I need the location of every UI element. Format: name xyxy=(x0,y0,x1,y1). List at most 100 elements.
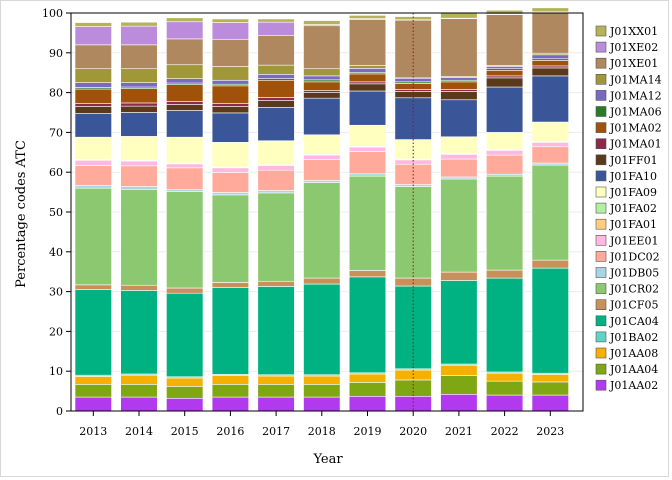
bar-segment-j01cr02-2021 xyxy=(440,178,478,273)
bar-segment-j01aa04-2022 xyxy=(485,380,524,396)
legend-item-j01xe01: J01XE01 xyxy=(595,57,658,70)
bar-segment-j01ff01-2023 xyxy=(531,67,569,77)
bar-stack-2022 xyxy=(485,9,524,412)
bar-segment-j01fa09-2022 xyxy=(485,132,524,150)
bar-segment-j01ma14-2017 xyxy=(257,64,295,75)
bar-segment-j01ee01-2015 xyxy=(166,163,204,169)
bar-segment-j01ff01-2015 xyxy=(166,104,204,111)
bar-segment-j01fa10-2018 xyxy=(303,97,341,136)
legend-item-j01ma12: J01MA12 xyxy=(595,89,662,102)
legend-label: J01MA02 xyxy=(609,122,662,135)
bar-segment-j01fa10-2014 xyxy=(120,112,158,137)
y-tick-label: 80 xyxy=(49,87,63,100)
bar-segment-j01aa08-2013 xyxy=(74,376,112,385)
bar-segment-j01ma01-2015 xyxy=(166,101,204,105)
bar-segment-j01cr02-2019 xyxy=(348,175,387,271)
bar-segment-j01xe01-2015 xyxy=(166,38,204,66)
bar-segment-j01ma01-2013 xyxy=(74,103,112,107)
bar-segment-j01fa09-2019 xyxy=(348,124,387,147)
bar-segment-j01dc02-2017 xyxy=(257,169,295,191)
bar-segment-j01ma02-2022 xyxy=(485,70,524,77)
bar-segment-j01fa10-2013 xyxy=(74,112,112,138)
bar-segment-j01aa04-2016 xyxy=(211,384,250,398)
bar-segment-j01xe01-2019 xyxy=(348,19,387,66)
bar-segment-j01dc02-2014 xyxy=(120,165,158,187)
legend-item-j01aa08: J01AA08 xyxy=(595,347,658,360)
bar-segment-j01xe01-2018 xyxy=(303,25,341,70)
bar-stack-2013 xyxy=(74,22,112,412)
bar-segment-j01xx01-2015 xyxy=(166,17,204,23)
legend-item-j01ma06: J01MA06 xyxy=(595,106,662,119)
bar-segment-j01ma14-2014 xyxy=(120,68,158,83)
y-tick-label: 90 xyxy=(49,47,63,60)
x-tick-label-2019: 2019 xyxy=(354,425,382,438)
bar-segment-j01xx01-2019 xyxy=(348,15,387,19)
bar-segment-j01dc02-2015 xyxy=(166,167,204,191)
bar-segment-j01ca04-2020 xyxy=(394,285,432,370)
legend-item-j01fa02: J01FA02 xyxy=(595,202,657,215)
x-tick-label-2014: 2014 xyxy=(125,425,153,438)
legend-label: J01AA02 xyxy=(609,379,658,392)
y-tick-label: 60 xyxy=(49,166,63,179)
bar-segment-j01fa10-2017 xyxy=(257,107,295,142)
bar-segment-j01db05-2017 xyxy=(257,190,295,194)
legend-swatch xyxy=(595,267,607,278)
legend-label: J01FA09 xyxy=(609,186,657,199)
bar-segment-j01aa02-2014 xyxy=(120,396,158,412)
bar-segment-j01ma12-2014 xyxy=(120,82,158,88)
legend-label: J01CA04 xyxy=(609,315,659,328)
bar-segment-j01ca04-2018 xyxy=(303,283,341,376)
bar-segment-j01cf05-2021 xyxy=(440,271,478,281)
bar-segment-j01cf05-2014 xyxy=(120,284,158,291)
bar-segment-j01ma02-2014 xyxy=(120,88,158,104)
bar-segment-j01ca04-2016 xyxy=(211,287,250,375)
bar-segment-j01ma01-2014 xyxy=(120,102,158,107)
bar-segment-j01aa02-2016 xyxy=(211,396,250,412)
bar-segment-j01ca04-2019 xyxy=(348,276,387,374)
bar-segment-j01ma02-2018 xyxy=(303,81,341,91)
bar-segment-j01fa09-2018 xyxy=(303,134,341,155)
legend-label: J01BA02 xyxy=(609,331,658,344)
y-axis-title: Percentage codes ATC xyxy=(14,140,29,288)
bar-segment-j01xe01-2022 xyxy=(485,14,524,66)
y-tick-label: 20 xyxy=(49,325,63,338)
bar-segment-j01ma02-2021 xyxy=(440,81,478,90)
bar-segment-j01dc02-2021 xyxy=(440,158,478,178)
legend-swatch xyxy=(595,57,607,69)
bar-segment-j01fa09-2021 xyxy=(440,136,478,154)
bar-segment-j01cr02-2013 xyxy=(74,187,112,286)
bar-segment-j01fa09-2015 xyxy=(166,136,204,164)
bar-segment-j01ee01-2018 xyxy=(303,154,341,160)
legend-swatch xyxy=(595,331,607,343)
bar-segment-j01ma01-2016 xyxy=(211,103,250,107)
bar-segment-j01cf05-2015 xyxy=(166,287,204,294)
bar-segment-j01ee01-2014 xyxy=(120,160,158,167)
bar-segment-j01dc02-2023 xyxy=(531,146,569,164)
bar-segment-j01ma02-2019 xyxy=(348,73,387,83)
legend-item-j01ma02: J01MA02 xyxy=(595,122,662,135)
bar-segment-j01ma02-2016 xyxy=(211,85,250,104)
y-tick-label: 30 xyxy=(49,286,63,299)
bar-segment-j01cr02-2018 xyxy=(303,182,341,279)
bar-segment-j01cr02-2015 xyxy=(166,191,204,289)
bar-segment-j01dc02-2013 xyxy=(74,165,112,186)
legend-label: J01MA06 xyxy=(609,106,662,119)
bar-segment-j01ff01-2017 xyxy=(257,100,295,108)
bar-segment-j01ff01-2013 xyxy=(74,106,112,114)
legend-item-j01xe02: J01XE02 xyxy=(595,41,658,54)
bar-segment-j01ff01-2014 xyxy=(120,105,158,113)
bar-segment-j01dc02-2019 xyxy=(348,151,387,175)
bar-segment-j01aa04-2018 xyxy=(303,384,341,398)
bar-segment-j01ee01-2013 xyxy=(74,159,112,166)
legend-item-j01xx01: J01XX01 xyxy=(595,25,658,38)
bar-segment-j01ee01-2017 xyxy=(257,165,295,171)
bar-segment-j01xx01-2018 xyxy=(303,20,341,25)
bar-segment-j01cf05-2013 xyxy=(74,284,112,290)
x-tick-label-2015: 2015 xyxy=(171,425,199,438)
bar-segment-j01ca04-2014 xyxy=(120,290,158,375)
x-axis-ticks: 2013 2014 2015 2016 2017 2018 2019 2020 2021 2022… xyxy=(79,411,564,438)
legend-swatch xyxy=(595,299,607,311)
y-tick-label: 0 xyxy=(56,405,63,418)
legend-label: J01XE01 xyxy=(609,57,658,70)
bar-segment-j01cf05-2017 xyxy=(257,280,295,287)
